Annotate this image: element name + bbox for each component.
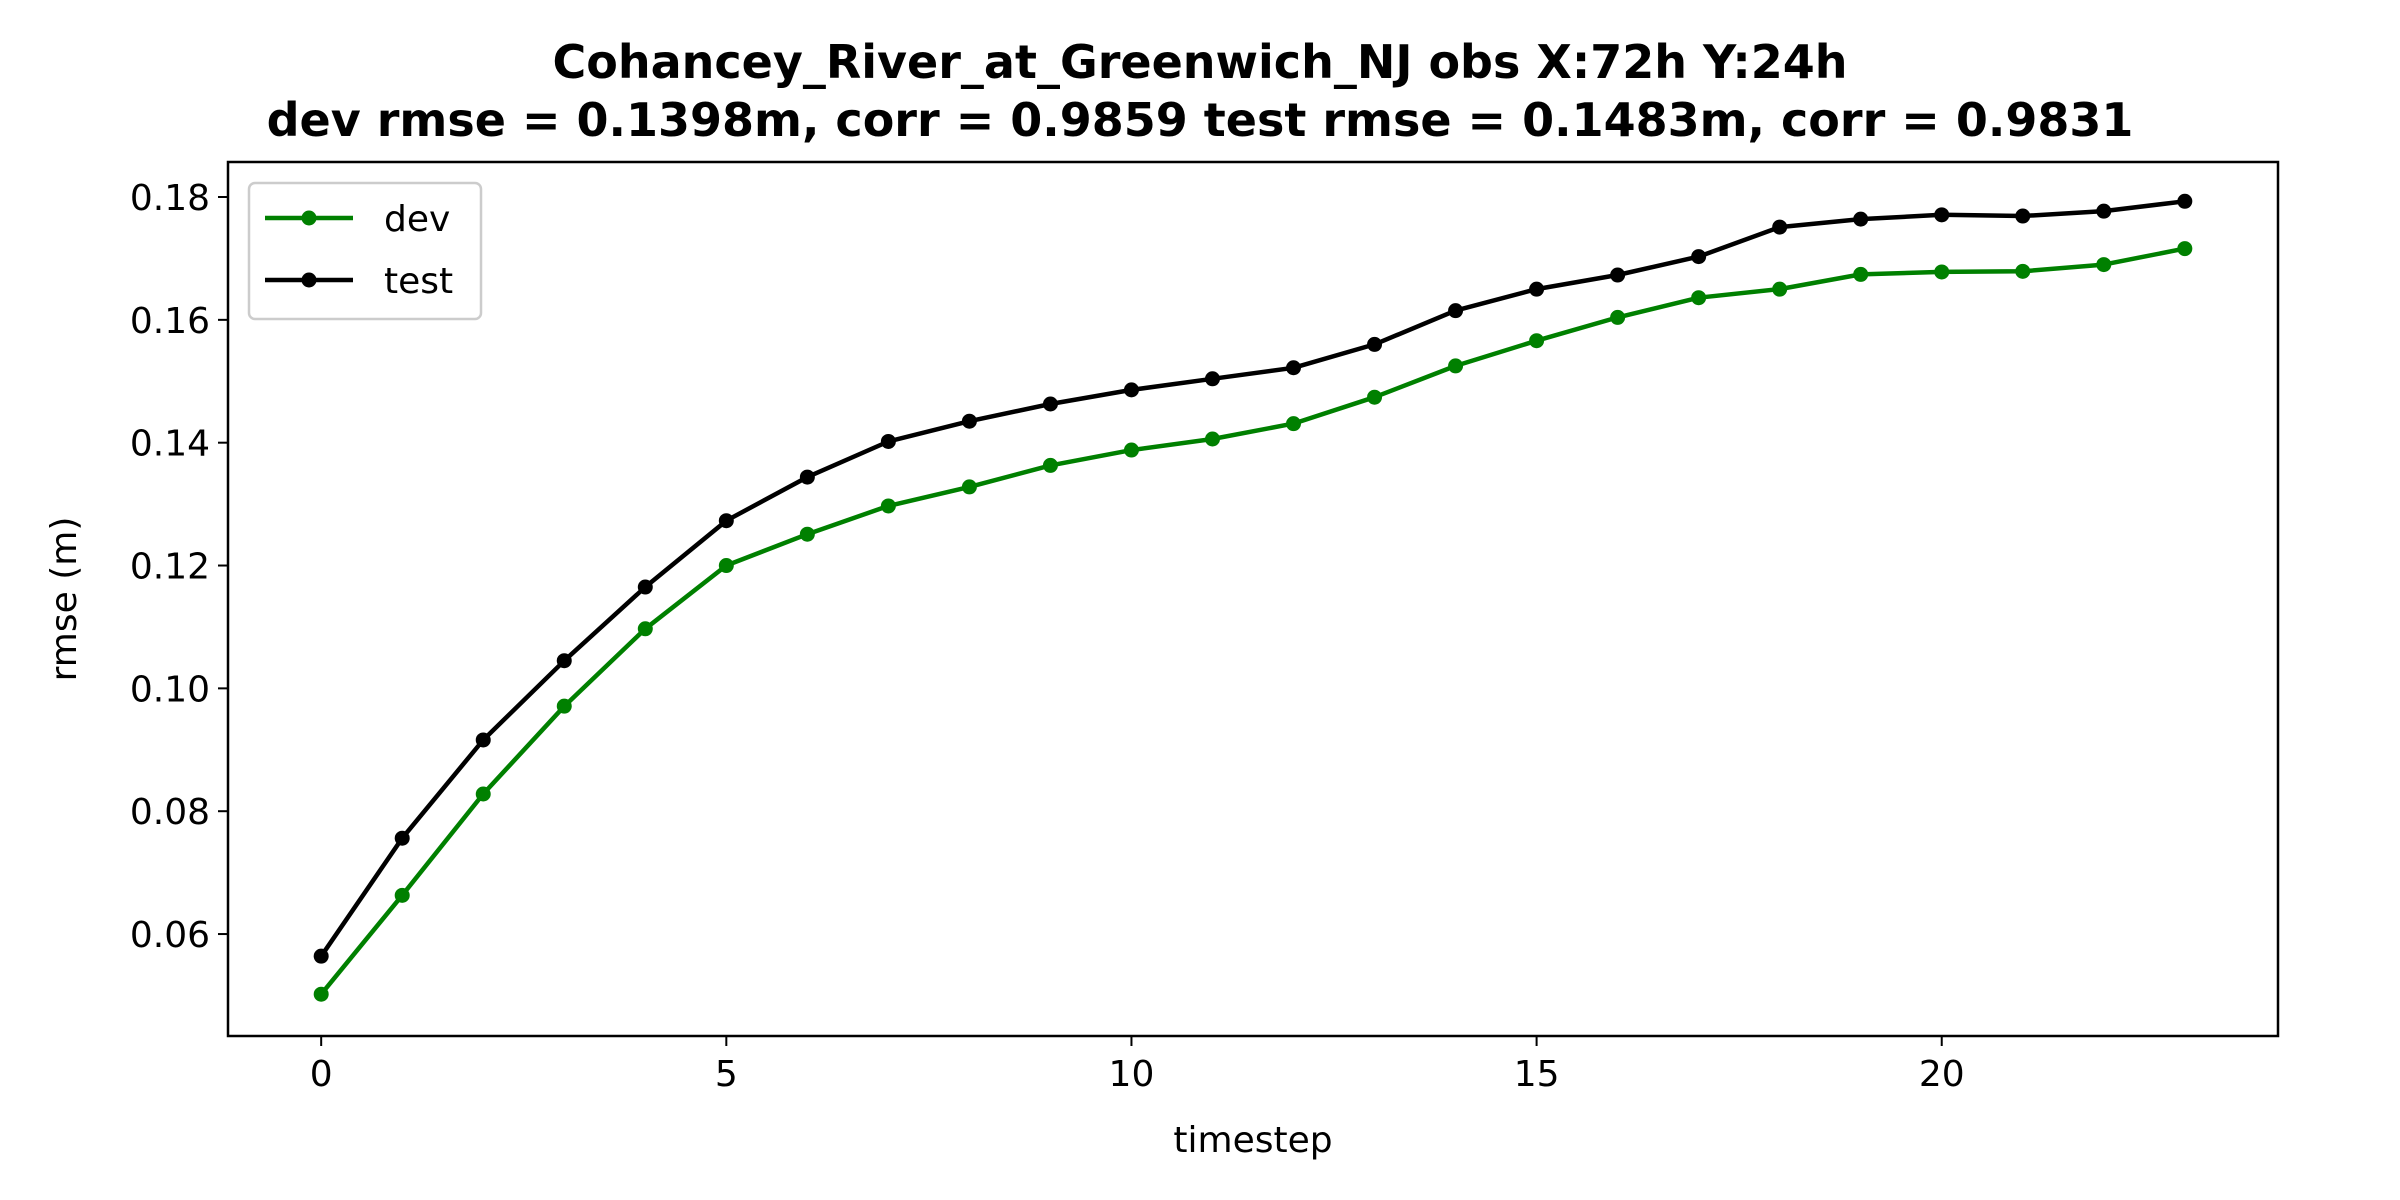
y-axis: 0.06 0.08 0.10 0.12 0.14 0.16 0.18 (130, 178, 228, 956)
data-point-dev (2096, 257, 2112, 273)
data-point-test (2015, 208, 2031, 224)
data-point-test (1610, 267, 1626, 283)
legend-label-dev: dev (384, 199, 450, 240)
data-point-dev (1123, 442, 1139, 458)
chart-title-line1: Cohancey_River_at_Greenwich_NJ obs X:72h… (553, 35, 1848, 89)
data-point-dev (1853, 266, 1869, 282)
data-point-test (1772, 219, 1788, 235)
plot-frame (226, 160, 2280, 1038)
data-point-test (1529, 281, 1545, 297)
legend-marker-test (301, 272, 317, 288)
y-tick-label: 0.08 (130, 792, 210, 833)
series-line-test (319, 199, 2186, 958)
data-point-dev (1286, 416, 1302, 432)
legend-label-test: test (384, 261, 453, 302)
data-point-test (637, 579, 653, 595)
data-point-dev (1204, 431, 1220, 447)
data-point-dev (1691, 290, 1707, 306)
data-point-dev (1529, 333, 1545, 349)
data-point-test (2096, 203, 2112, 219)
series-line-dev (319, 246, 2186, 996)
data-point-dev (475, 786, 491, 802)
data-point-test (313, 948, 329, 964)
data-point-test (2177, 193, 2193, 209)
chart-title-line2: dev rmse = 0.1398m, corr = 0.9859 test r… (267, 93, 2134, 147)
x-tick-label: 10 (1109, 1054, 1155, 1095)
data-point-dev (637, 621, 653, 637)
x-axis-label: timestep (1173, 1120, 1332, 1161)
y-tick-label: 0.18 (130, 178, 210, 219)
data-point-dev (1367, 389, 1383, 405)
data-point-dev (961, 479, 977, 495)
data-point-dev (556, 698, 572, 714)
y-tick-label: 0.16 (130, 301, 210, 342)
y-tick-label: 0.06 (130, 915, 210, 956)
data-point-dev (1934, 264, 1950, 280)
data-point-dev (799, 526, 815, 542)
plot-area (226, 160, 2280, 1038)
series-layer (313, 193, 2193, 1002)
data-point-test (394, 830, 410, 846)
data-point-test (718, 513, 734, 529)
data-point-test (1123, 382, 1139, 398)
y-axis-label: rmse (m) (44, 517, 85, 682)
data-point-test (1042, 396, 1058, 412)
data-point-dev (1610, 309, 1626, 325)
x-axis: 0 5 10 15 20 (310, 1036, 1965, 1095)
data-point-test (799, 469, 815, 485)
data-point-dev (1042, 457, 1058, 473)
data-point-dev (2015, 263, 2031, 279)
data-point-test (1448, 303, 1464, 319)
data-point-dev (2177, 241, 2193, 257)
y-tick-label: 0.12 (130, 547, 210, 588)
data-point-test (1367, 336, 1383, 352)
data-point-dev (313, 986, 329, 1002)
y-tick-label: 0.10 (130, 669, 210, 710)
data-point-dev (394, 887, 410, 903)
data-point-test (1691, 249, 1707, 265)
legend-marker-dev (301, 210, 317, 226)
data-point-dev (718, 558, 734, 574)
data-point-test (1853, 211, 1869, 227)
x-tick-label: 15 (1514, 1054, 1560, 1095)
data-point-test (961, 413, 977, 429)
legend: dev test (247, 181, 483, 321)
data-point-dev (1448, 358, 1464, 374)
x-tick-label: 20 (1919, 1054, 1965, 1095)
x-tick-label: 5 (715, 1054, 738, 1095)
x-tick-label: 0 (310, 1054, 333, 1095)
data-point-dev (880, 498, 896, 514)
data-point-dev (1772, 281, 1788, 297)
data-point-test (880, 433, 896, 449)
data-point-test (475, 732, 491, 748)
data-point-test (1204, 371, 1220, 387)
data-point-test (556, 653, 572, 669)
data-point-test (1286, 360, 1302, 376)
y-tick-label: 0.14 (130, 424, 210, 465)
data-point-test (1934, 207, 1950, 223)
